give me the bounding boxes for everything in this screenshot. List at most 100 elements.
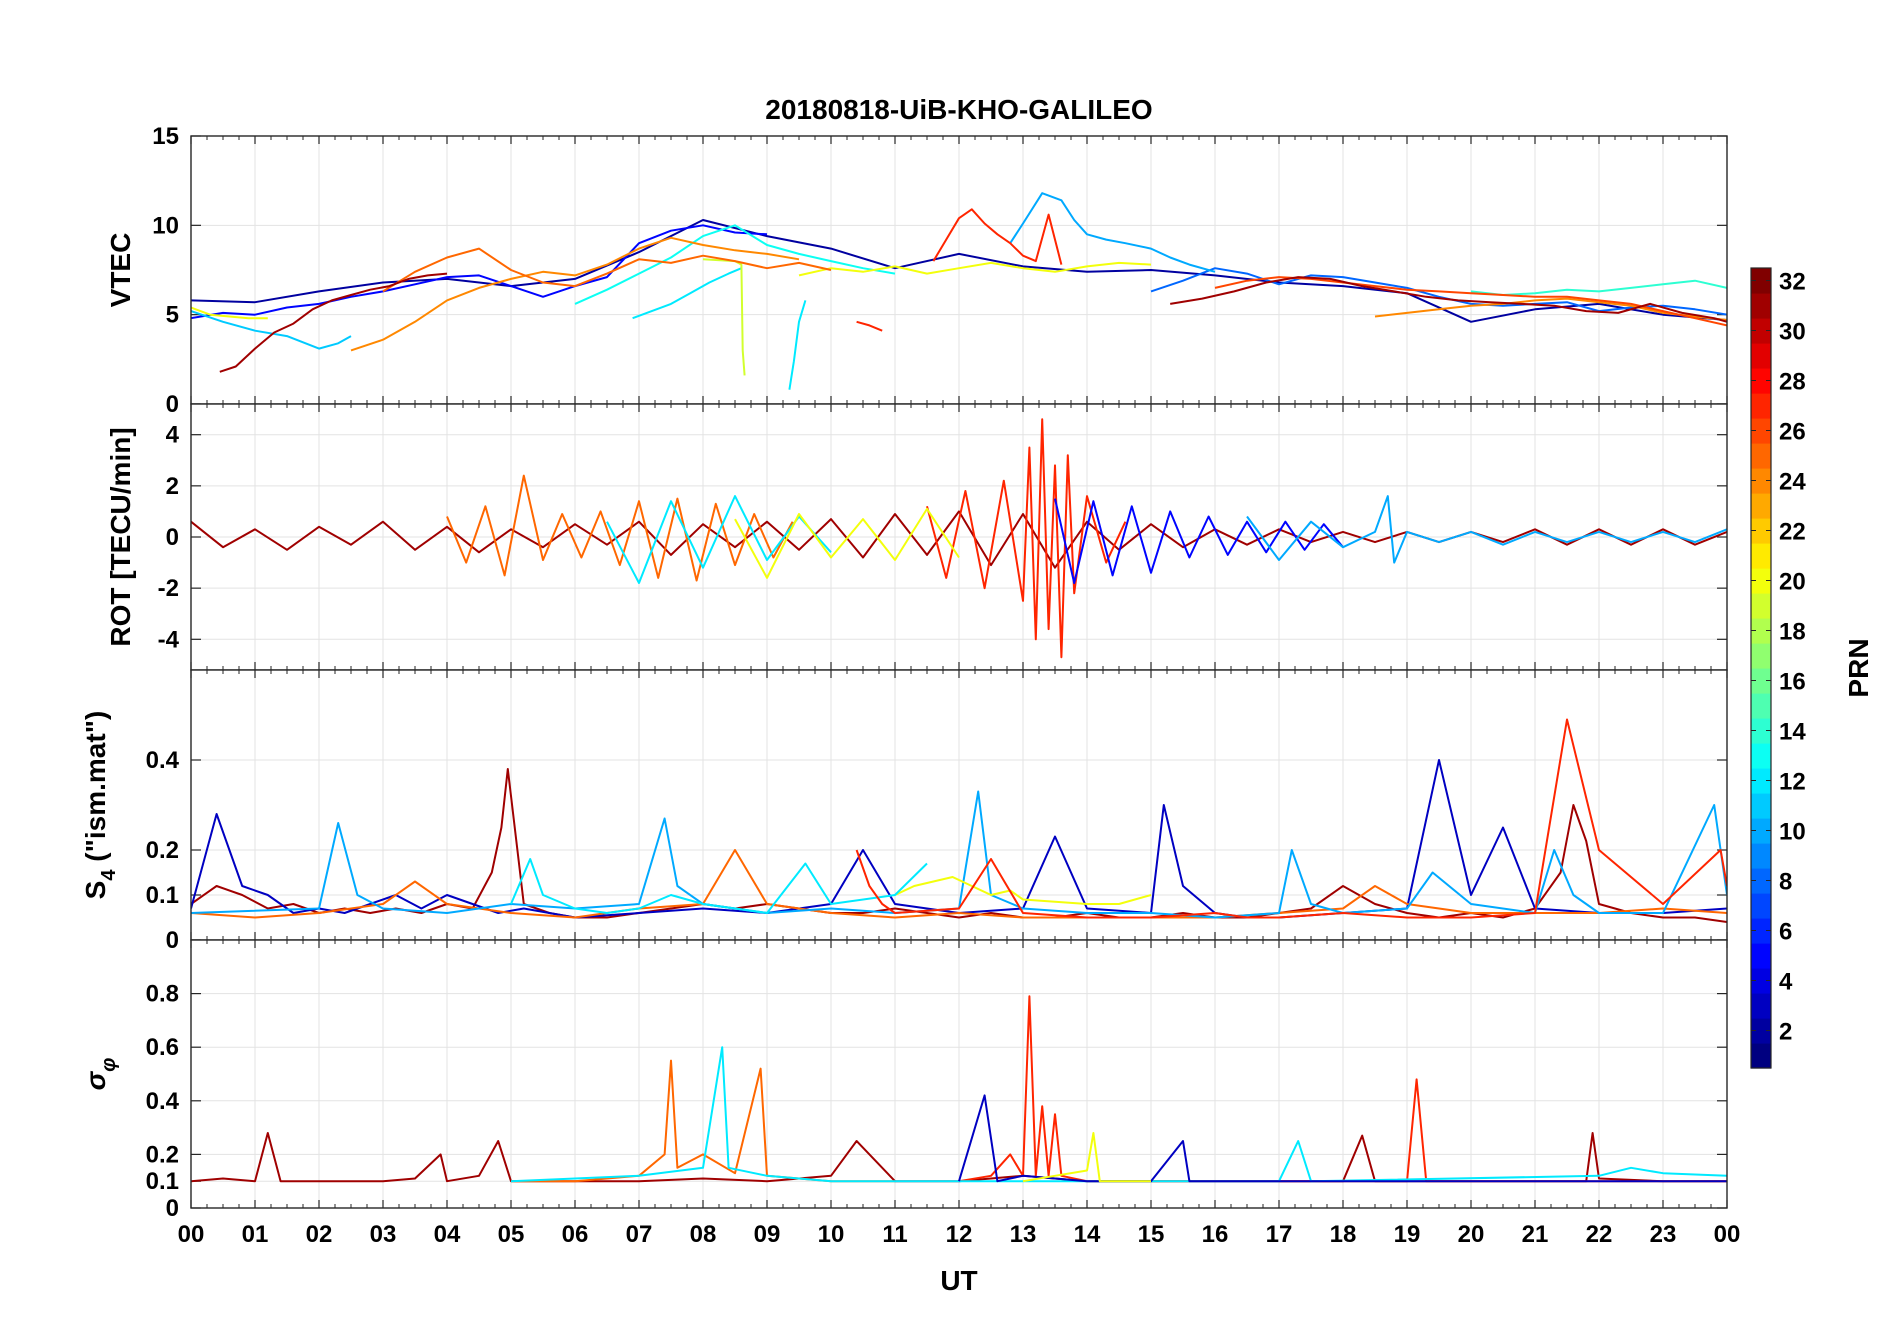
colorbar-segment (1751, 418, 1771, 444)
colorbar-tick-label: 26 (1779, 419, 1806, 446)
colorbar-segment (1751, 593, 1771, 619)
x-tick-label: 13 (1010, 1221, 1037, 1248)
series-group (191, 718, 1727, 923)
y-tick-label: 0.2 (146, 1141, 179, 1168)
x-tick-label: 19 (1394, 1221, 1421, 1248)
x-tick-label: 03 (370, 1221, 397, 1248)
y-axis-label: VTEC (105, 233, 136, 308)
colorbar-segment (1751, 293, 1771, 319)
series-line-prn-2 (191, 219, 1727, 323)
series-line-prn-25 (191, 849, 1727, 919)
y-axis-label: S4 ("ism.mat") (80, 711, 120, 900)
series-line-prn-27 (855, 718, 1727, 919)
colorbar-tick-label: 6 (1779, 919, 1792, 946)
y-axis-label-sub: 4 (98, 869, 120, 881)
series-line-prn-13 (574, 224, 896, 305)
colorbar-tick-label: 16 (1779, 669, 1806, 696)
colorbar-tick-label: 2 (1779, 1019, 1792, 1046)
y-tick-label: 0 (166, 524, 179, 551)
colorbar-segment (1751, 268, 1771, 294)
series-line-prn-10 (1009, 192, 1216, 273)
colorbar-segment (1751, 943, 1771, 969)
x-tick-label: 07 (626, 1221, 653, 1248)
series-line-prn-5 (1054, 498, 1344, 584)
series-line-prn-10 (191, 790, 1727, 919)
x-tick-label: 21 (1522, 1221, 1549, 1248)
series-line-prn-20 (798, 261, 1152, 277)
x-tick-label: 16 (1202, 1221, 1229, 1248)
y-tick-label: 0.6 (146, 1034, 179, 1061)
x-tick-label: 12 (946, 1221, 973, 1248)
x-tick-label: 00 (1714, 1221, 1741, 1248)
series-line-prn-12 (510, 1046, 1727, 1183)
y-axis-label: σφ (80, 1058, 120, 1091)
x-tick-label: 22 (1586, 1221, 1613, 1248)
colorbar-segment (1751, 368, 1771, 394)
y-tick-label: 0.8 (146, 981, 179, 1008)
colorbar-segment (1751, 393, 1771, 419)
x-tick-label: 02 (306, 1221, 333, 1248)
colorbar-frame (1750, 267, 1772, 1069)
colorbar-segment (1751, 993, 1771, 1019)
colorbar-tick-label: 22 (1779, 519, 1806, 546)
series-line-prn-27 (856, 320, 883, 332)
y-tick-label: 5 (166, 302, 179, 329)
series-line-prn-20 (894, 876, 1152, 905)
y-axis-label-sub: φ (98, 1058, 120, 1072)
y-tick-label: 0.4 (146, 1088, 180, 1115)
colorbar-segment (1751, 743, 1771, 769)
colorbar-segment (1751, 968, 1771, 994)
series-line-prn-24 (350, 236, 800, 352)
x-axis-label: UT (940, 1265, 977, 1296)
colorbar-segment (1751, 868, 1771, 894)
colorbar-tick-label: 4 (1779, 969, 1793, 996)
y-tick-label: 2 (166, 473, 179, 500)
colorbar-segment (1751, 818, 1771, 844)
colorbar-segment (1751, 468, 1771, 494)
series-line-prn-20 (1022, 1132, 1151, 1183)
panel-s4: 0 0.1 0.2 0.4 S4 ("ism.mat") (80, 669, 1728, 954)
colorbar-segment (1751, 443, 1771, 469)
colorbar-segment (1751, 1043, 1771, 1069)
y-tick-label: 0.1 (146, 882, 179, 909)
colorbar-tick-label: 28 (1779, 369, 1806, 396)
series-line-prn-8 (1150, 267, 1727, 316)
colorbar-segment (1751, 668, 1771, 694)
x-tick-label: 00 (178, 1221, 205, 1248)
colorbar-tick-label: 32 (1779, 269, 1806, 296)
y-tick-label: 0.1 (146, 1168, 179, 1195)
x-tick-label: 10 (818, 1221, 845, 1248)
x-tick-label: 23 (1650, 1221, 1677, 1248)
x-tick-label: 18 (1330, 1221, 1357, 1248)
series-line-prn-14 (1470, 279, 1727, 296)
series-line-prn-12 (788, 300, 807, 390)
colorbar-segment (1751, 768, 1771, 794)
x-tick-label: 01 (242, 1221, 269, 1248)
y-tick-label: -2 (158, 575, 179, 602)
colorbar-segment (1751, 493, 1771, 519)
colorbar-segment (1751, 618, 1771, 644)
series-line-prn-11 (191, 310, 352, 350)
x-tick-label: 04 (434, 1221, 461, 1248)
panel-sigphi: 00.10.2 0.4 0.6 0.8 σφ (80, 939, 1728, 1222)
series-line-prn-24 (1374, 297, 1727, 321)
colorbar-label: PRN (1843, 638, 1874, 697)
x-tick-label: 06 (562, 1221, 589, 1248)
colorbar-tick-label: 12 (1779, 769, 1806, 796)
series-line-prn-20 (734, 507, 960, 579)
series-group (191, 995, 1727, 1183)
colorbar-tick-label: 10 (1779, 819, 1806, 846)
colorbar-tick-label: 24 (1779, 469, 1806, 496)
x-tick-label: 17 (1266, 1221, 1293, 1248)
x-tick-label: 08 (690, 1221, 717, 1248)
y-tick-label: 0 (166, 927, 179, 954)
y-tick-label: 4 (166, 422, 180, 449)
y-tick-label: -4 (158, 626, 180, 653)
series-line-prn-20 (191, 306, 268, 320)
y-tick-label: 0 (166, 391, 179, 418)
colorbar-tick-label: 18 (1779, 619, 1806, 646)
colorbar-segment (1751, 643, 1771, 669)
colorbar-segment (1751, 918, 1771, 944)
